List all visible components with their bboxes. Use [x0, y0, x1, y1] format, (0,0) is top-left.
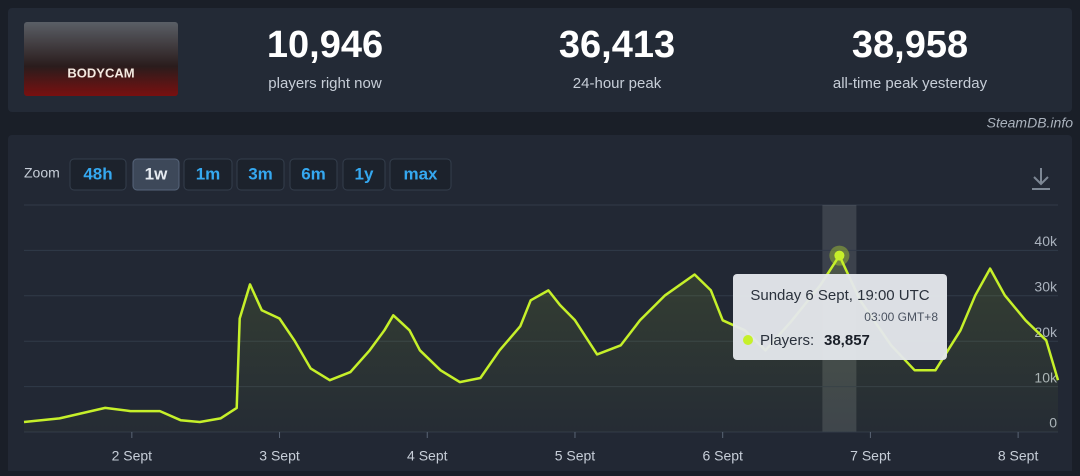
- zoom-button[interactable]: [183, 158, 233, 191]
- x-tick-label: 3 Sept: [259, 448, 300, 464]
- zoom-label: Zoom: [24, 165, 60, 181]
- stat-value: 10,946: [267, 24, 383, 66]
- zoom-button[interactable]: [389, 158, 452, 191]
- tooltip-value: 38,857: [824, 332, 870, 349]
- y-tick-label: 30k: [1034, 279, 1058, 295]
- zoom-button[interactable]: [69, 158, 127, 191]
- zoom-button-label[interactable]: 1y: [355, 164, 374, 183]
- x-tick-label: 2 Sept: [112, 448, 153, 464]
- x-tick-label: 8 Sept: [998, 448, 1039, 464]
- watermark: SteamDB.info: [987, 115, 1074, 131]
- y-tick-label: 40k: [1034, 233, 1058, 249]
- tooltip-dot: [743, 335, 753, 345]
- x-tick-label: 6 Sept: [702, 448, 743, 464]
- hover-point: [834, 250, 845, 261]
- zoom-button[interactable]: [132, 158, 180, 191]
- zoom-button[interactable]: [342, 158, 386, 191]
- zoom-button-label[interactable]: 3m: [248, 164, 273, 183]
- game-image: [24, 22, 178, 96]
- zoom-button-label[interactable]: 1w: [145, 164, 168, 183]
- x-tick-label: 5 Sept: [555, 448, 596, 464]
- stats-panel: [8, 8, 1072, 112]
- zoom-button-label[interactable]: 1m: [196, 164, 221, 183]
- stat-label: all-time peak yesterday: [833, 75, 988, 92]
- stat-label: 24-hour peak: [573, 75, 662, 92]
- tooltip-title: Sunday 6 Sept, 19:00 UTC: [750, 287, 929, 304]
- zoom-button-label[interactable]: 48h: [83, 164, 112, 183]
- stat-value: 38,958: [852, 24, 968, 66]
- zoom-button[interactable]: [236, 158, 285, 191]
- download-icon[interactable]: [1032, 168, 1050, 190]
- download-glyph: [1032, 168, 1050, 190]
- game-logo: BODYCAM: [67, 65, 134, 80]
- area: [24, 255, 1058, 432]
- stat-value: 36,413: [559, 24, 675, 66]
- zoom-button-label[interactable]: 6m: [301, 164, 326, 183]
- tooltip: [733, 274, 947, 360]
- tooltip-label: Players:: [760, 332, 814, 349]
- zoom-button[interactable]: [289, 158, 338, 191]
- x-tick-label: 7 Sept: [850, 448, 891, 464]
- stat-label: players right now: [268, 75, 382, 92]
- tooltip-subtitle: 03:00 GMT+8: [864, 310, 938, 324]
- zoom-button-label[interactable]: max: [403, 164, 438, 183]
- x-tick-label: 4 Sept: [407, 448, 448, 464]
